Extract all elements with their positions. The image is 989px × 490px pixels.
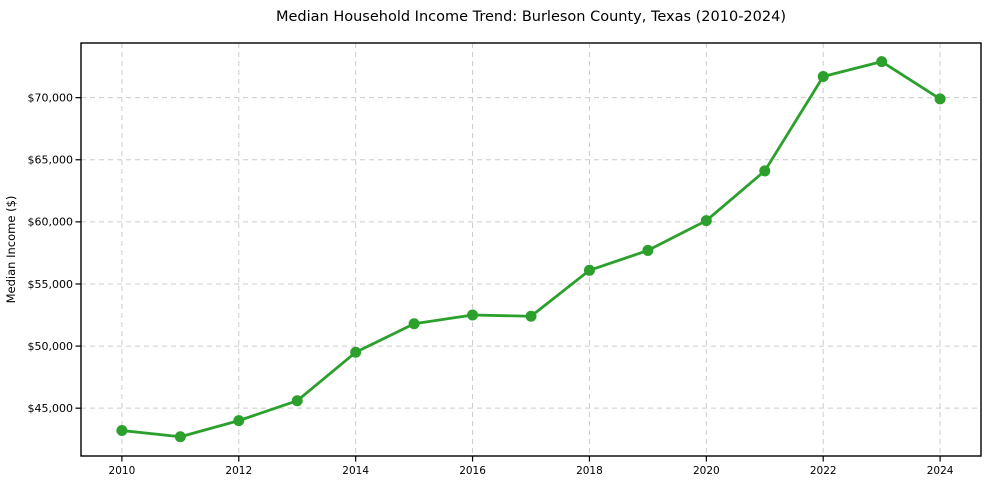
y-tick-label: $55,000 xyxy=(28,278,74,291)
y-tick-label: $65,000 xyxy=(28,154,74,167)
x-tick-label: 2014 xyxy=(342,465,369,477)
data-point-marker xyxy=(934,93,946,105)
data-point-marker xyxy=(350,346,362,358)
data-point-marker xyxy=(174,431,186,443)
y-tick-label: $60,000 xyxy=(28,216,74,229)
x-tick-label: 2010 xyxy=(109,465,136,477)
plot-frame xyxy=(80,42,982,457)
x-tick-label: 2020 xyxy=(693,465,720,477)
x-tick-label: 2024 xyxy=(927,465,954,477)
data-point-marker xyxy=(408,318,420,330)
y-tick-label: $70,000 xyxy=(28,91,74,104)
data-point-marker xyxy=(700,215,712,227)
data-point-marker xyxy=(525,310,537,322)
data-point-marker xyxy=(817,71,829,83)
y-tick-label: $50,000 xyxy=(28,340,74,353)
data-point-marker xyxy=(233,415,245,427)
data-point-marker xyxy=(759,165,771,177)
data-point-marker xyxy=(467,309,479,321)
x-tick-label: 2018 xyxy=(576,465,603,477)
data-series xyxy=(116,56,946,443)
data-point-marker xyxy=(876,56,888,68)
axis-ticks: $45,000 $50,000 $55,000 $60,000 $65,000 $70,0… xyxy=(28,91,954,477)
data-point-marker xyxy=(642,244,654,256)
x-tick-label: 2016 xyxy=(459,465,486,477)
data-point-marker xyxy=(583,264,595,276)
chart-title: Median Household Income Trend: Burleson … xyxy=(276,9,786,25)
y-tick-label: $45,000 xyxy=(28,402,74,415)
data-point-marker xyxy=(116,425,128,437)
y-axis-label: Median Income ($) xyxy=(4,196,18,304)
series-line xyxy=(120,60,942,439)
gridlines xyxy=(81,43,981,456)
plot-border xyxy=(80,42,982,457)
data-point-marker xyxy=(291,395,303,407)
x-tick-label: 2022 xyxy=(810,465,837,477)
x-tick-label: 2012 xyxy=(225,465,252,477)
